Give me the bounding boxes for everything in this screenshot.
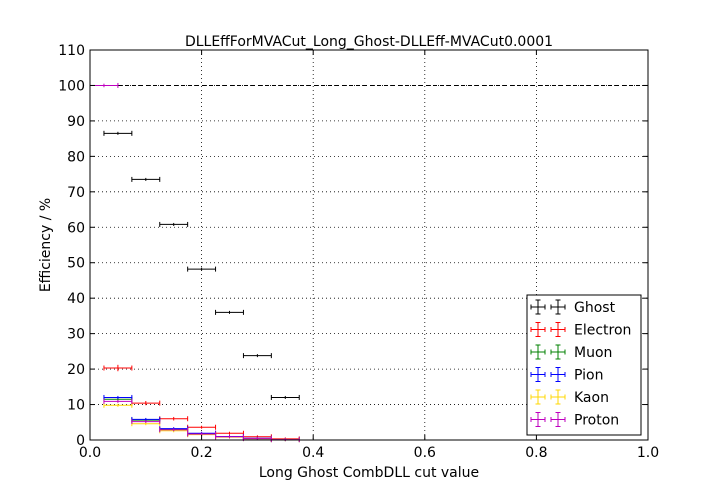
legend-label: Muon <box>574 345 612 361</box>
x-tick-label: 0.8 <box>525 445 547 461</box>
series-ghost <box>103 130 300 400</box>
legend-item: Pion <box>530 367 603 384</box>
y-axis-label: Efficiency / % <box>38 198 54 292</box>
data-point <box>103 402 133 408</box>
data-point <box>242 353 272 359</box>
data-point <box>131 419 161 425</box>
data-point <box>159 416 189 422</box>
x-tick-label: 1.0 <box>637 445 659 461</box>
y-tick-label: 40 <box>67 291 85 307</box>
data-point <box>103 398 133 404</box>
y-axis: 0 10 20 30 40 50 60 70 80 90 100 110 <box>58 43 648 449</box>
legend-label: Kaon <box>574 390 609 406</box>
y-tick-label: 80 <box>67 149 85 165</box>
data-point <box>159 427 189 433</box>
x-axis: 0.0 0.2 0.4 0.6 0.8 1.0 <box>79 50 659 461</box>
y-tick-label: 30 <box>67 327 85 343</box>
legend-item: Electron <box>530 322 631 339</box>
legend-label: Ghost <box>574 300 616 316</box>
x-tick-label: 0.2 <box>190 445 212 461</box>
data-point <box>159 221 189 227</box>
data-point <box>103 130 133 136</box>
data-point <box>103 364 133 372</box>
y-tick-label: 50 <box>67 256 85 272</box>
legend-label: Proton <box>574 413 619 429</box>
y-tick-label: 60 <box>67 220 85 236</box>
y-tick-label: 10 <box>67 398 85 414</box>
legend-item: Muon <box>530 344 612 361</box>
legend-item: Ghost <box>530 299 616 316</box>
x-tick-label: 0.0 <box>79 445 101 461</box>
x-axis-label: Long Ghost CombDLL cut value <box>259 465 479 481</box>
x-tick-label: 0.4 <box>302 445 324 461</box>
y-tick-label: 100 <box>58 78 85 94</box>
y-tick-label: 0 <box>76 433 85 449</box>
legend-item: Proton <box>530 412 619 429</box>
legend: Ghost Electron Muon Pion Kaon Proton <box>526 294 642 436</box>
data-point <box>215 309 244 315</box>
data-point <box>187 266 217 272</box>
y-tick-label: 70 <box>67 185 85 201</box>
chart-title: DLLEffForMVACut_Long_Ghost-DLLEff-MVACut… <box>185 34 553 50</box>
y-tick-label: 20 <box>67 362 85 378</box>
data-point <box>131 400 161 406</box>
legend-box <box>526 294 642 436</box>
legend-label: Electron <box>574 323 631 339</box>
series-electron <box>103 364 300 442</box>
y-tick-label: 90 <box>67 114 85 130</box>
plot-frame <box>89 49 649 441</box>
x-tick-label: 0.6 <box>414 445 436 461</box>
legend-item: Kaon <box>530 389 609 406</box>
data-point <box>131 176 161 182</box>
y-tick-label: 110 <box>58 43 85 59</box>
data-point <box>187 424 217 430</box>
data-point <box>270 394 300 400</box>
legend-label: Pion <box>574 368 603 384</box>
